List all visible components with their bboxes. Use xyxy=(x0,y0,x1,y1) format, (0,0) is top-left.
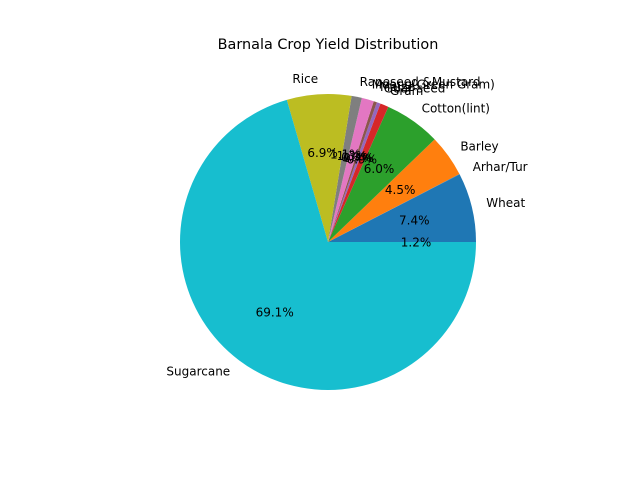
slice-gram xyxy=(328,103,389,242)
label-cotton-lint: Cotton(lint) xyxy=(422,101,490,115)
percent-rapeseed-mustard: 1.1% xyxy=(330,147,361,161)
category-labels: Wheat Arhar/Tur Barley Cotton(lint) GramGuar… xyxy=(166,72,527,379)
percent-cotton-lint: 6.0% xyxy=(364,162,395,176)
slice-barley xyxy=(328,139,460,242)
slice-rapeseed-mustard xyxy=(328,95,362,243)
percent-guar-seed: 0.4% xyxy=(343,151,374,165)
percent-maize: 0.3% xyxy=(341,150,372,164)
slice-cotton-lint xyxy=(328,106,435,242)
label-rapeseed-mustard: Rapeseed &Mustard xyxy=(360,75,481,89)
slice-rice xyxy=(286,94,352,243)
label-maize: Maize xyxy=(380,80,415,94)
slice-sugarcane xyxy=(180,99,476,390)
percent-barley: 4.5% xyxy=(385,183,416,197)
label-gram: Gram xyxy=(390,84,423,98)
pie-slices xyxy=(180,94,476,390)
slice-guar-seed xyxy=(328,102,381,242)
slice-wheat xyxy=(328,174,476,242)
arhar-tur-percent-label: 1.2% xyxy=(401,236,432,250)
slice-maize xyxy=(328,101,377,243)
slice-moong-green-gram xyxy=(328,97,374,242)
label-guar-seed: Guar seed xyxy=(384,82,446,96)
label-arhar-tur: Arhar/Tur xyxy=(473,160,528,174)
label-moong-green-gram: Moong(Green Gram) xyxy=(372,78,495,92)
percent-wheat: 7.4% xyxy=(399,214,430,228)
percent-rice: 6.9% xyxy=(307,146,338,160)
percent-moong-green-gram: 1.3% xyxy=(337,149,368,163)
label-rice: Rice xyxy=(292,72,318,86)
chart-title: Barnala Crop Yield Distribution xyxy=(218,37,439,53)
percent-gram: 0.9% xyxy=(347,152,378,166)
percentage-labels: 7.4% 4.5% 6.0%0.9%0.4%0.3%1.3%1.1%6.9% 69.1… xyxy=(256,146,430,320)
percent-sugarcane: 69.1% xyxy=(256,305,294,319)
label-wheat: Wheat xyxy=(486,196,525,210)
label-barley: Barley xyxy=(460,140,498,154)
label-sugarcane: Sugarcane xyxy=(166,365,230,379)
slice-arhar-tur xyxy=(328,173,460,242)
